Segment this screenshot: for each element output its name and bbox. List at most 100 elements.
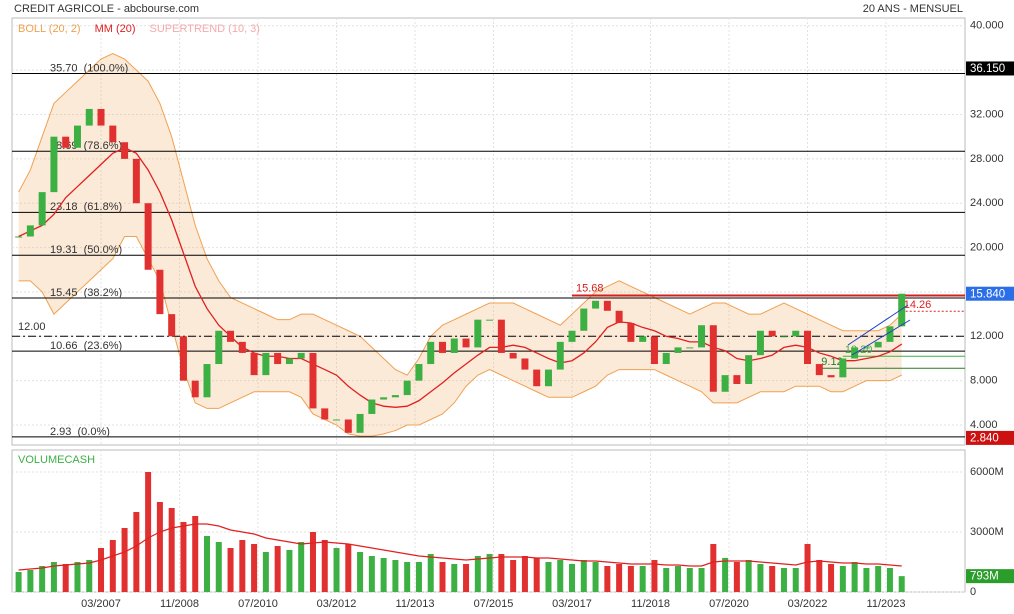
trend-line [851, 319, 911, 356]
volume-bar [616, 564, 623, 592]
volume-bar [557, 560, 564, 592]
volume-bar [592, 562, 599, 592]
candle [686, 347, 694, 349]
y-tick-label: 28.000 [970, 153, 1004, 165]
volume-bar [545, 562, 552, 592]
x-tick-label: 07/2020 [709, 598, 749, 610]
candle [780, 336, 788, 338]
candle [144, 203, 152, 270]
volume-bar [839, 566, 846, 592]
volume-bar [392, 560, 399, 592]
volume-bar [251, 544, 258, 592]
volume-bar [262, 552, 269, 592]
x-tick-label: 03/2022 [788, 598, 828, 610]
candle [603, 300, 611, 311]
fib-label: 19.31 (50.0%) [50, 244, 122, 256]
y-tick-label: 24.000 [970, 197, 1004, 209]
candle [662, 352, 670, 365]
axis-marker [966, 286, 1014, 301]
volume-bar [427, 554, 434, 592]
x-tick-label: 11/2023 [867, 598, 906, 610]
candle [474, 319, 482, 348]
candle [62, 136, 70, 148]
candle [721, 375, 729, 392]
volume-bar [50, 562, 57, 592]
candle [733, 375, 741, 384]
fib-label: 35.70 (100.0%) [50, 62, 128, 74]
candle [250, 352, 258, 376]
volume-bar [792, 568, 799, 592]
candle [556, 341, 564, 370]
candle [403, 380, 411, 396]
volume-bar [851, 562, 858, 592]
candle [309, 352, 317, 409]
volume-bar [780, 568, 787, 592]
candle [415, 364, 423, 381]
volume-bar [15, 572, 22, 592]
candle [839, 358, 847, 378]
candle [898, 293, 906, 327]
candle [109, 125, 117, 143]
volume-bar [345, 544, 352, 592]
candle [674, 347, 682, 353]
candle [262, 352, 270, 376]
volume-bar [133, 512, 140, 592]
candle [792, 330, 800, 337]
candle [815, 364, 823, 376]
volume-bar [639, 566, 646, 592]
candle [650, 336, 658, 365]
x-tick-label: 03/2017 [552, 598, 592, 610]
candle [568, 330, 576, 342]
x-tick-label: 11/2013 [396, 598, 435, 610]
candle [380, 397, 388, 400]
candle [156, 269, 164, 315]
candle [285, 358, 293, 365]
candle [639, 336, 647, 342]
chart-subtitle: 20 ANS - MENSUEL [863, 3, 963, 15]
y-tick-label: 3000M [970, 526, 1004, 538]
candle [886, 326, 894, 342]
x-tick-label: 03/2012 [317, 598, 357, 610]
candle [509, 352, 517, 359]
candle [179, 336, 187, 381]
volume-bar [380, 558, 387, 592]
fib-label: 23.18 (61.8%) [50, 201, 122, 213]
volume-bar [286, 550, 293, 592]
volume-bar [510, 560, 517, 592]
candle [368, 399, 376, 414]
volume-bar [204, 536, 210, 592]
candle [333, 419, 341, 421]
volume-bar [804, 544, 811, 592]
candle [15, 236, 23, 238]
volume-bar [463, 564, 470, 592]
candle [26, 225, 34, 237]
candle [121, 142, 129, 159]
y-tick-label: 6000M [970, 466, 1004, 478]
x-tick-label: 11/2018 [631, 598, 670, 610]
candle [439, 341, 446, 353]
candle [321, 408, 329, 420]
volume-bar [309, 532, 316, 592]
legend-entry: SUPERTREND (10, 3) [150, 23, 260, 35]
y-tick-label: 0 [970, 586, 976, 598]
volume-bar [710, 544, 717, 592]
volume-bar [675, 566, 681, 592]
y-tick-label: 4.000 [970, 419, 998, 431]
volume-bar [180, 522, 187, 592]
moving-average [18, 147, 903, 408]
candle [344, 419, 352, 433]
candle [203, 364, 211, 398]
volume-bar [333, 548, 340, 592]
volume-bar [192, 516, 199, 592]
volume-bar [886, 568, 893, 592]
volume-average [18, 523, 902, 571]
volume-bar [521, 556, 528, 592]
annotation-label: 14.26 [904, 299, 932, 311]
candle [745, 355, 753, 384]
volume-bar [239, 540, 246, 592]
legend-entry: BOLL (20, 2) [18, 23, 81, 35]
candle [450, 338, 458, 353]
axis-marker [966, 569, 1014, 584]
volume-bar [74, 562, 81, 592]
